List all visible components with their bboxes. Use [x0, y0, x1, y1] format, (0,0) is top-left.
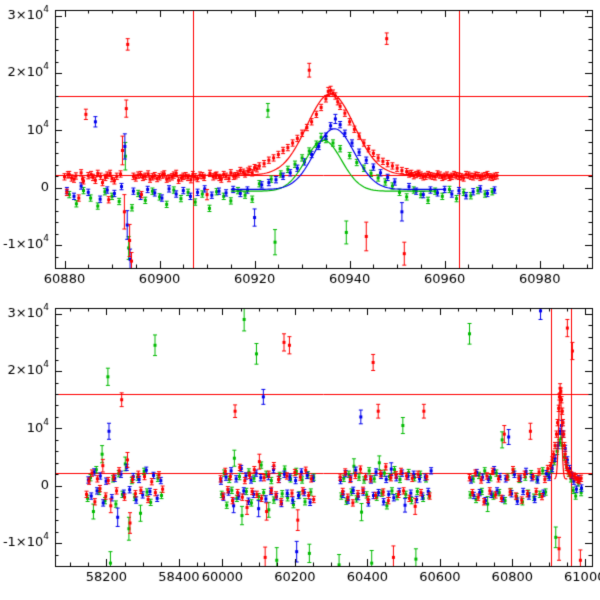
light-curve-figure — [0, 0, 600, 600]
light-curve-panels-canvas — [0, 0, 600, 600]
